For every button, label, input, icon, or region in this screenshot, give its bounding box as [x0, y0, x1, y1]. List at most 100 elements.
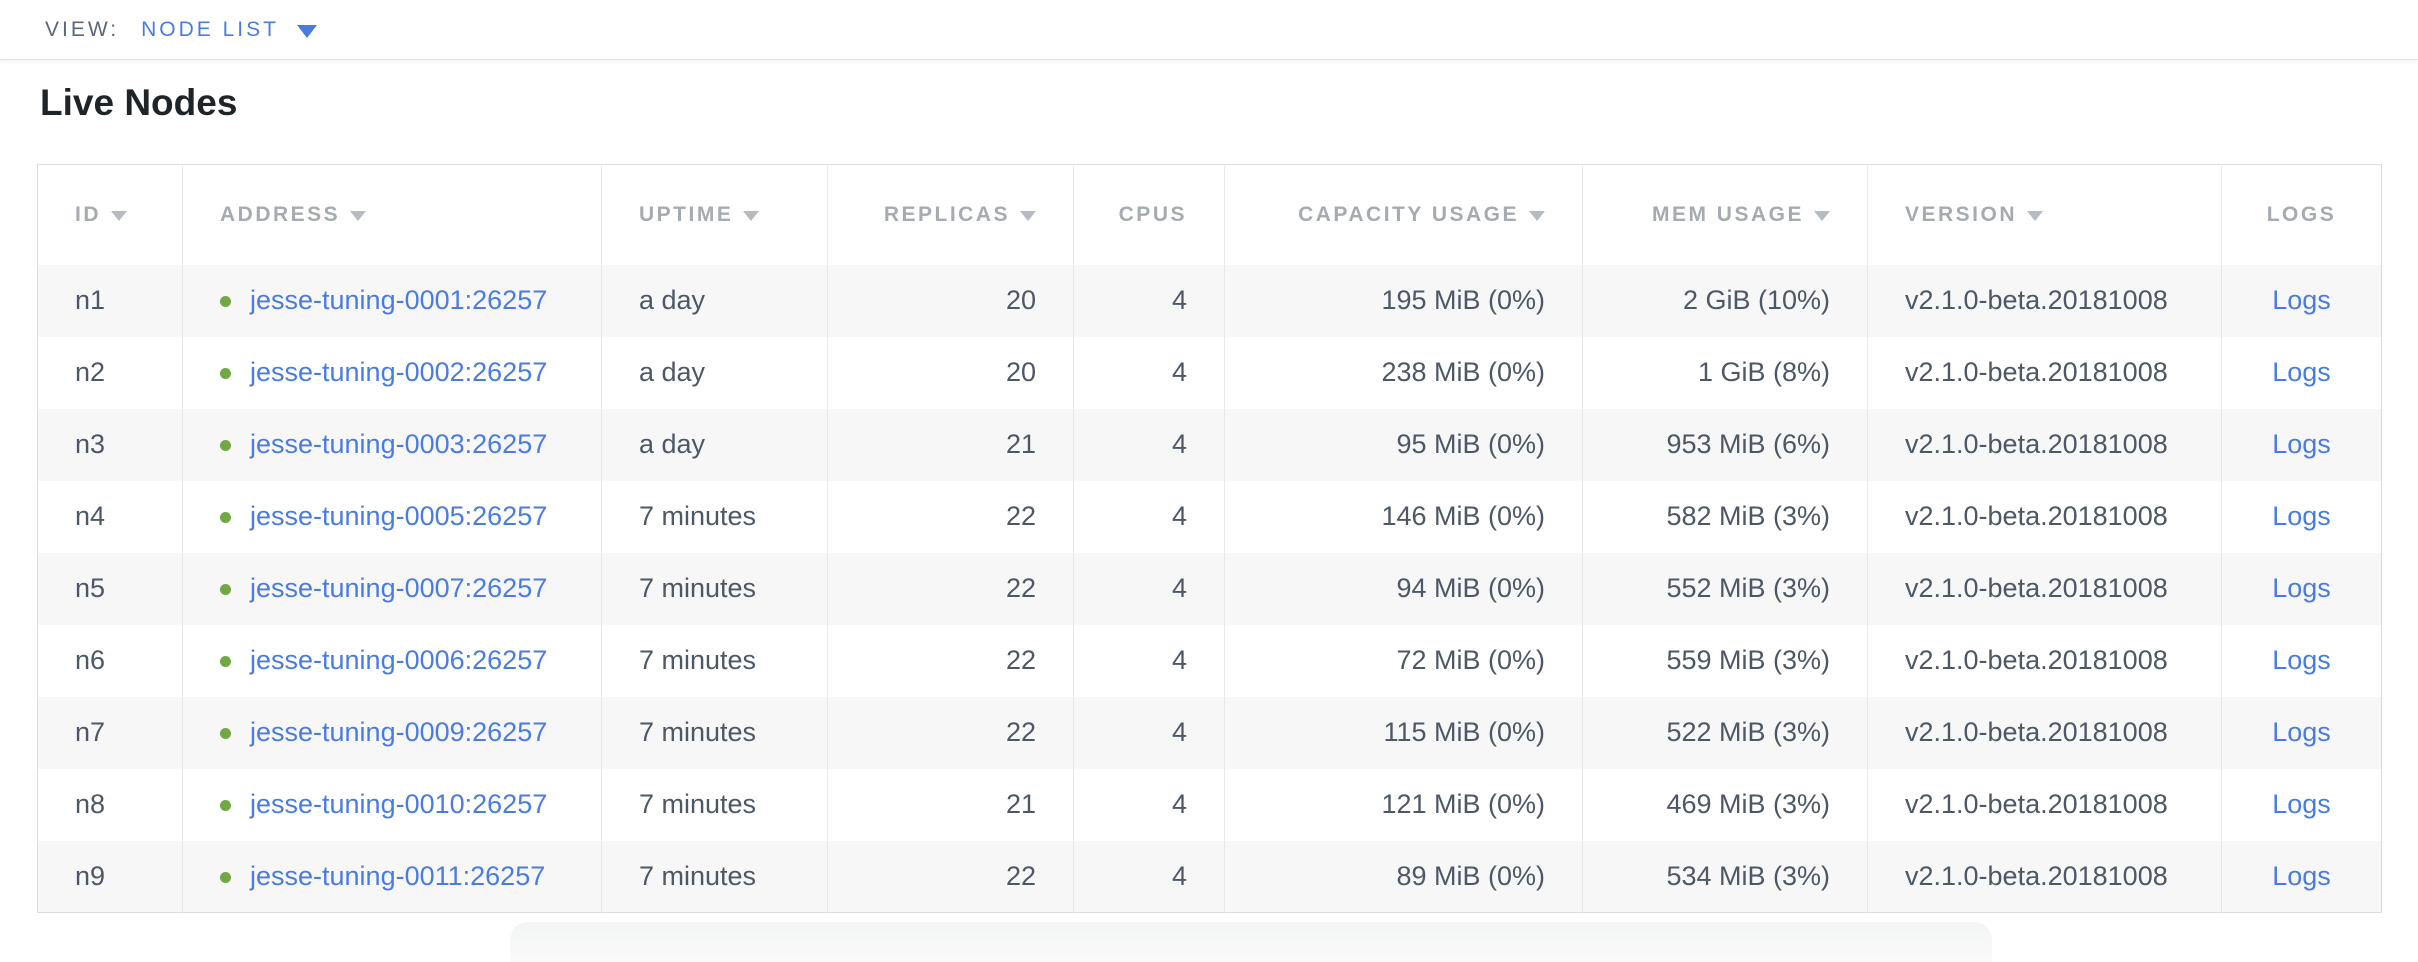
- cell-version: v2.1.0-beta.20181008: [1867, 264, 2222, 337]
- cell-value: v2.1.0-beta.20181008: [1905, 357, 2168, 387]
- cell-address: jesse-tuning-0007:26257: [182, 552, 602, 625]
- cell-replicas: 20: [827, 336, 1074, 409]
- node-live-status-icon: [220, 728, 231, 739]
- node-address-link[interactable]: jesse-tuning-0002:26257: [250, 357, 548, 387]
- column-header-label: ADDRESS: [220, 202, 341, 226]
- column-header-label: ID: [75, 202, 101, 226]
- node-logs-link[interactable]: Logs: [2272, 717, 2331, 747]
- node-address-link[interactable]: jesse-tuning-0009:26257: [250, 717, 548, 747]
- node-address-link[interactable]: jesse-tuning-0005:26257: [250, 501, 548, 531]
- node-logs-link[interactable]: Logs: [2272, 501, 2331, 531]
- node-address-link[interactable]: jesse-tuning-0001:26257: [250, 285, 548, 315]
- chevron-down-icon: [296, 24, 317, 38]
- column-header-label: CAPACITY USAGE: [1298, 202, 1519, 226]
- node-live-status-icon: [220, 512, 231, 523]
- cell-mem: 552 MiB (3%): [1582, 552, 1868, 625]
- column-header-id[interactable]: ID: [37, 164, 183, 265]
- column-header-capacity[interactable]: CAPACITY USAGE: [1224, 164, 1583, 265]
- cell-value: v2.1.0-beta.20181008: [1905, 717, 2168, 747]
- cell-value: n1: [75, 285, 106, 315]
- node-logs-link[interactable]: Logs: [2272, 357, 2331, 387]
- cell-address: jesse-tuning-0009:26257: [182, 696, 602, 769]
- column-header-address[interactable]: ADDRESS: [182, 164, 602, 265]
- column-header-uptime[interactable]: UPTIME: [601, 164, 828, 265]
- cell-value: v2.1.0-beta.20181008: [1905, 645, 2168, 675]
- cell-value: 89 MiB (0%): [1396, 860, 1545, 891]
- cell-mem: 1 GiB (8%): [1582, 336, 1868, 409]
- cell-cpus: 4: [1073, 264, 1225, 337]
- table-row-n1: n1 jesse-tuning-0001:26257 a day 20 4 195 MiB…: [37, 264, 2382, 337]
- column-header-cpus: CPUS: [1073, 164, 1225, 265]
- cell-version: v2.1.0-beta.20181008: [1867, 336, 2222, 409]
- sort-desc-icon: [1814, 210, 1830, 221]
- node-logs-link[interactable]: Logs: [2272, 429, 2331, 459]
- cell-value: 7 minutes: [639, 501, 757, 531]
- node-address-link[interactable]: jesse-tuning-0010:26257: [250, 789, 548, 819]
- cell-replicas: 21: [827, 408, 1074, 481]
- cell-value: 7 minutes: [639, 789, 757, 819]
- cell-id: n6: [37, 624, 183, 697]
- cell-value: 582 MiB (3%): [1666, 501, 1830, 531]
- cell-capacity: 94 MiB (0%): [1224, 552, 1583, 625]
- column-header-label: MEM USAGE: [1651, 202, 1804, 226]
- node-address-link[interactable]: jesse-tuning-0006:26257: [250, 645, 548, 675]
- cell-value: 121 MiB (0%): [1381, 789, 1545, 819]
- cell-value: n4: [75, 501, 106, 531]
- node-live-status-icon: [220, 800, 231, 811]
- view-dropdown[interactable]: NODE LIST: [141, 18, 317, 42]
- node-logs-link[interactable]: Logs: [2272, 285, 2331, 315]
- table-row-n7: n7 jesse-tuning-0009:26257 7 minutes 22 4 115…: [37, 696, 2382, 769]
- cell-value: 1 GiB (8%): [1697, 357, 1830, 387]
- column-header-version[interactable]: VERSION: [1867, 164, 2222, 265]
- sort-desc-icon: [1529, 210, 1545, 221]
- column-header-logs: LOGS: [2222, 165, 2382, 265]
- cell-cpus: 4: [1073, 696, 1225, 769]
- cell-uptime: a day: [601, 408, 828, 481]
- cell-value: 4: [1171, 789, 1187, 819]
- cell-id: n1: [37, 264, 183, 337]
- node-address-link[interactable]: jesse-tuning-0011:26257: [250, 860, 546, 891]
- column-header-replicas[interactable]: REPLICAS: [827, 164, 1074, 265]
- cell-address: jesse-tuning-0011:26257: [182, 840, 602, 913]
- page-title: Live Nodes: [40, 82, 238, 123]
- node-address-link[interactable]: jesse-tuning-0003:26257: [250, 429, 548, 459]
- cell-version: v2.1.0-beta.20181008: [1867, 552, 2222, 625]
- cell-capacity: 146 MiB (0%): [1224, 480, 1583, 553]
- cell-value: 7 minutes: [639, 645, 757, 675]
- cell-value: 2 GiB (10%): [1682, 285, 1830, 315]
- cell-value: 20: [1005, 285, 1036, 315]
- cell-mem: 469 MiB (3%): [1582, 768, 1868, 841]
- cell-value: 4: [1171, 573, 1187, 603]
- cell-cpus: 4: [1073, 624, 1225, 697]
- cell-value: 4: [1171, 860, 1187, 891]
- cell-cpus: 4: [1073, 552, 1225, 625]
- node-logs-link[interactable]: Logs: [2272, 789, 2331, 819]
- cell-version: v2.1.0-beta.20181008: [1867, 408, 2222, 481]
- cell-capacity: 238 MiB (0%): [1224, 336, 1583, 409]
- cell-value: 21: [1005, 429, 1036, 459]
- cell-mem: 522 MiB (3%): [1582, 696, 1868, 769]
- cell-uptime: 7 minutes: [601, 696, 828, 769]
- table-body: n1 jesse-tuning-0001:26257 a day 20 4 195 MiB…: [37, 264, 2382, 913]
- cell-value: 4: [1171, 717, 1187, 747]
- cell-cpus: 4: [1073, 408, 1225, 481]
- cell-address: jesse-tuning-0002:26257: [182, 336, 602, 409]
- node-logs-link[interactable]: Logs: [2272, 645, 2331, 675]
- node-logs-link[interactable]: Logs: [2272, 860, 2331, 891]
- node-logs-link[interactable]: Logs: [2272, 573, 2331, 603]
- live-nodes-table: ID ADDRESS UPTIME REPLICAS CPUS CAPACITY USAG…: [37, 164, 2382, 913]
- cell-replicas: 22: [827, 552, 1074, 625]
- cell-cpus: 4: [1073, 840, 1225, 913]
- cell-value: n7: [75, 717, 106, 747]
- cell-cpus: 4: [1073, 480, 1225, 553]
- sort-desc-icon: [111, 210, 127, 221]
- cell-value: a day: [639, 357, 706, 387]
- cell-capacity: 72 MiB (0%): [1224, 624, 1583, 697]
- cell-value: 4: [1171, 429, 1187, 459]
- node-address-link[interactable]: jesse-tuning-0007:26257: [250, 573, 548, 603]
- cell-version: v2.1.0-beta.20181008: [1867, 768, 2222, 841]
- cell-version: v2.1.0-beta.20181008: [1867, 480, 2222, 553]
- column-header-mem[interactable]: MEM USAGE: [1582, 164, 1868, 265]
- cell-value: 22: [1005, 573, 1036, 603]
- cell-id: n3: [37, 408, 183, 481]
